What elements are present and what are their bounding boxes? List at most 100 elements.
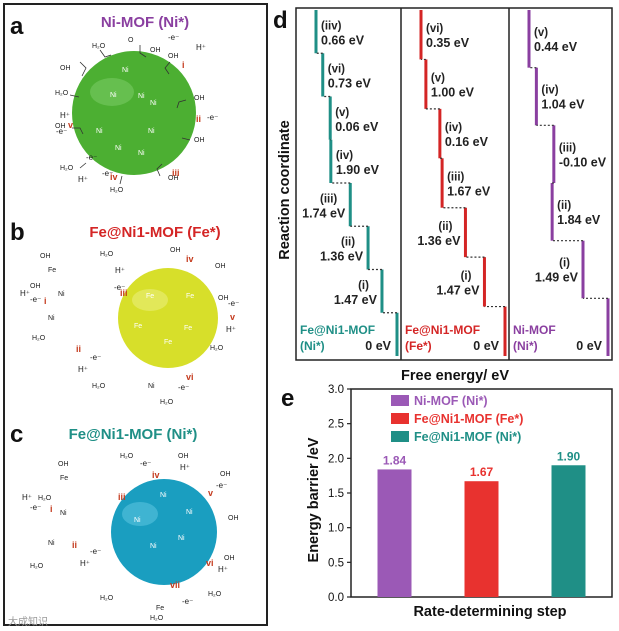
scheme-c: Ni Ni Ni Ni Ni OH Fe H₂O Ni Ni H₂O H₂O OH OH OH OH…	[22, 453, 239, 622]
energy-series-fe-ni1-mof-fe: (i)1.47 eV (ii)1.36 eV (iii)1.67 eV (iv)0.1…	[405, 10, 507, 356]
panel-label-e: e	[281, 385, 294, 412]
svg-text:-e⁻: -e⁻	[228, 299, 239, 308]
bar-ylabel: Energy barrier /eV	[306, 437, 322, 562]
svg-text:ii: ii	[196, 114, 201, 124]
svg-text:Fe: Fe	[60, 475, 68, 482]
svg-text:-e⁻: -e⁻	[30, 295, 41, 304]
legend-swatch	[391, 431, 409, 442]
svg-text:OH: OH	[215, 263, 226, 270]
energy-step-name: (iii)	[559, 142, 576, 154]
svg-text:Ni: Ni	[122, 67, 129, 74]
energy-step-value: 1.49 eV	[535, 271, 579, 285]
svg-text:H₂O: H₂O	[30, 563, 44, 570]
energy-step-value: 0.16 eV	[445, 135, 489, 149]
svg-text:-e⁻: -e⁻	[178, 383, 189, 392]
svg-text:Fe: Fe	[146, 293, 154, 300]
svg-text:iv: iv	[152, 470, 160, 480]
svg-text:ii: ii	[72, 540, 77, 550]
svg-text:H₂O: H₂O	[210, 345, 224, 352]
svg-text:-e⁻: -e⁻	[30, 503, 41, 512]
svg-text:ii: ii	[76, 344, 81, 354]
energy-step-name: (vi)	[328, 64, 345, 76]
svg-text:Fe: Fe	[164, 339, 172, 346]
svg-text:H₂O: H₂O	[110, 187, 124, 194]
energy-step-name: (iiv)	[321, 20, 342, 32]
energy-series-name: Fe@Ni1-MOF	[300, 323, 375, 337]
svg-text:H⁺: H⁺	[22, 493, 32, 502]
svg-text:H₂O: H₂O	[120, 453, 134, 460]
watermark: 大成知识	[8, 615, 48, 628]
energy-step-name: (iv)	[445, 122, 462, 134]
energy-step-name: (ii)	[557, 200, 571, 212]
bar-fe-ni1-mof-ni	[551, 465, 586, 597]
svg-text:vi: vi	[186, 372, 194, 382]
svg-text:Fe: Fe	[184, 325, 192, 332]
svg-text:OH: OH	[58, 461, 69, 468]
scheme-panel-border	[3, 3, 268, 626]
bar-fe-ni1-mof-fe	[464, 481, 499, 597]
svg-text:Ni: Ni	[160, 492, 167, 499]
svg-text:H₂O: H₂O	[100, 595, 114, 602]
svg-text:Ni: Ni	[58, 291, 65, 298]
scheme-b: Fe Fe Fe Fe Fe OH Fe OH Ni Ni H₂O H₂O OH OH OH H₂O…	[20, 247, 239, 406]
energy-step-value: 0.66 eV	[321, 33, 365, 47]
svg-text:Ni: Ni	[148, 383, 155, 390]
energy-series-name: Ni-MOF	[513, 323, 556, 337]
energy-start-label: 0 eV	[365, 339, 391, 353]
svg-text:H₂O: H₂O	[38, 495, 52, 502]
energy-step-value: 1.00 eV	[431, 86, 475, 100]
energy-step-name: (iv)	[541, 85, 558, 97]
legend-label: Ni-MOF (Ni*)	[414, 394, 488, 408]
svg-text:iv: iv	[186, 254, 194, 264]
legend-swatch	[391, 395, 409, 406]
energy-step-name: (i)	[358, 280, 369, 292]
svg-text:OH: OH	[224, 555, 235, 562]
svg-text:Ni: Ni	[60, 510, 67, 517]
svg-text:H₂O: H₂O	[60, 165, 74, 172]
legend-label: Fe@Ni1-MOF (Fe*)	[414, 412, 523, 426]
scheme-b-title: Fe@Ni1-MOF (Fe*)	[89, 224, 220, 241]
svg-text:H₂O: H₂O	[55, 90, 69, 97]
svg-text:Fe: Fe	[186, 293, 194, 300]
svg-text:H⁺: H⁺	[115, 266, 125, 275]
svg-text:-e⁻: -e⁻	[56, 127, 67, 136]
svg-text:H⁺: H⁺	[80, 559, 90, 568]
energy-step-value: 1.36 eV	[417, 234, 461, 248]
svg-text:v: v	[230, 312, 235, 322]
svg-text:H⁺: H⁺	[226, 325, 236, 334]
svg-text:H⁺: H⁺	[78, 365, 88, 374]
svg-text:Ni: Ni	[48, 540, 55, 547]
energy-step-name: (ii)	[341, 237, 355, 249]
svg-text:i: i	[50, 504, 53, 514]
svg-text:H₂O: H₂O	[160, 399, 174, 406]
svg-text:OH: OH	[228, 515, 239, 522]
legend-label: Fe@Ni1-MOF (Ni*)	[414, 430, 521, 444]
svg-text:-e⁻: -e⁻	[182, 597, 193, 606]
y-tick-label: 2.0	[328, 453, 344, 465]
bar-value-label: 1.90	[557, 449, 581, 463]
bar-chart: 0.0 0.5 1.0 1.5 2.0 2.5 3.0 1.84 1.67 1.90 Ni-MOF …	[328, 384, 613, 604]
energy-diagram: (i)1.47 eV(ii)1.36 eV(iii)1.74 eV(iv)1.9…	[295, 7, 613, 361]
energy-step-value: 1.47 eV	[334, 293, 378, 307]
bar-ni-mof-ni	[377, 469, 412, 597]
svg-text:H₂O: H₂O	[100, 251, 114, 258]
energy-start-label: 0 eV	[576, 339, 602, 353]
svg-text:OH: OH	[194, 137, 205, 144]
panel-label-a: a	[10, 13, 24, 40]
energy-step-value: -0.10 eV	[559, 155, 607, 169]
energy-series-name: Fe@Ni1-MOF	[405, 323, 480, 337]
energy-ylabel: Reaction coordinate	[277, 120, 293, 259]
svg-text:Ni: Ni	[150, 543, 157, 550]
svg-text:i: i	[44, 296, 47, 306]
y-tick-label: 0.0	[328, 592, 344, 604]
svg-text:OH: OH	[194, 95, 205, 102]
svg-text:-e⁻: -e⁻	[114, 283, 125, 292]
y-tick-label: 2.5	[328, 419, 344, 431]
panel-label-b: b	[10, 219, 25, 246]
svg-text:Ni: Ni	[96, 128, 103, 135]
svg-text:Ni: Ni	[115, 145, 122, 152]
svg-text:-e⁻: -e⁻	[90, 353, 101, 362]
energy-step-value: 1.67 eV	[447, 185, 491, 199]
svg-text:Ni: Ni	[138, 93, 145, 100]
